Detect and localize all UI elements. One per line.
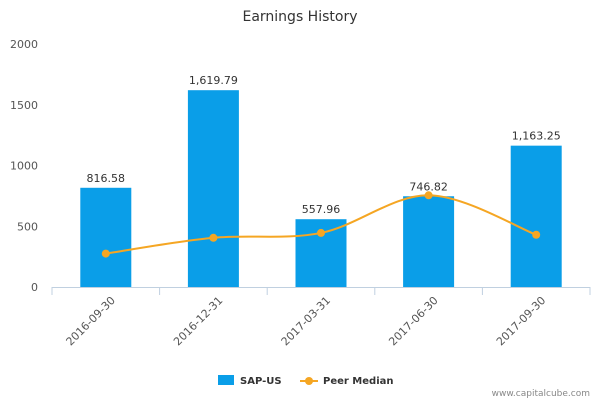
peer-median-point-2017-03-31	[317, 228, 325, 237]
bar-label-2016-09-30: 816.58	[87, 172, 126, 185]
legend-label-peer-median: Peer Median	[323, 376, 394, 387]
y-tick-label-1500: 1500	[10, 99, 38, 112]
x-tick-label-2017-09-30: 2017-09-30	[494, 294, 548, 348]
x-axis: 2016-09-30 2016-12-31 2017-03-31 2017-06-30…	[51, 287, 591, 348]
bar-series-sap-us	[80, 90, 562, 287]
y-tick-label-0: 0	[31, 281, 38, 294]
line-series-peer-median	[101, 191, 541, 258]
bar-2017-09-30	[510, 145, 562, 287]
bar-2017-06-30	[403, 196, 455, 287]
bar-label-2017-06-30: 746.82	[409, 180, 448, 193]
x-tick-label-2017-06-30: 2017-06-30	[386, 294, 440, 348]
bar-data-labels: 816.58 1,619.79 557.96 746.82 1,163.25	[87, 74, 561, 216]
y-tick-label-2000: 2000	[10, 38, 38, 51]
y-axis: 0 500 1000 1500 2000	[10, 38, 38, 294]
legend: SAP-US Peer Median	[218, 375, 394, 387]
peer-median-point-2017-06-30	[424, 191, 433, 200]
bar-label-2017-09-30: 1,163.25	[512, 130, 561, 143]
source-credit: www.capitalcube.com	[492, 389, 590, 399]
legend-swatch-sap-us	[218, 375, 234, 385]
chart-title: Earnings History	[242, 9, 357, 25]
y-tick-label-1000: 1000	[10, 160, 38, 173]
legend-label-sap-us: SAP-US	[240, 376, 282, 387]
bar-2016-12-31	[187, 90, 239, 287]
peer-median-point-2016-09-30	[101, 249, 110, 258]
x-tick-label-2016-12-31: 2016-12-31	[171, 294, 225, 348]
bar-2016-09-30	[80, 187, 132, 287]
x-tick-label-2017-03-31: 2017-03-31	[279, 294, 333, 348]
bar-label-2016-12-31: 1,619.79	[189, 74, 238, 87]
peer-median-point-2017-09-30	[532, 230, 541, 239]
peer-median-point-2016-12-31	[209, 233, 218, 242]
bar-label-2017-03-31: 557.96	[302, 203, 341, 216]
legend-marker-peer-median	[305, 377, 313, 385]
y-tick-label-500: 500	[17, 220, 38, 233]
x-tick-label-2016-09-30: 2016-09-30	[64, 294, 118, 348]
